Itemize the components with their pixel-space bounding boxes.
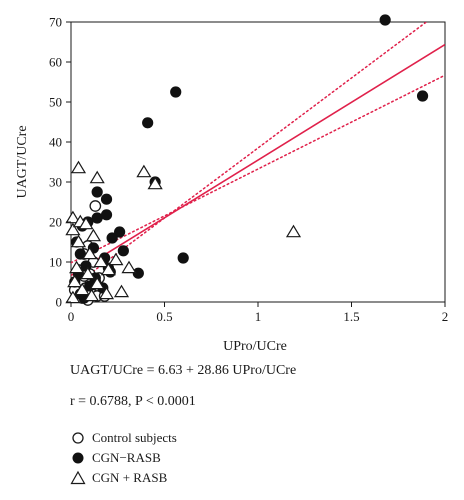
data-point-cgn-plus-rasb	[65, 222, 81, 236]
data-point-cgn-plus-rasb	[113, 284, 130, 298]
data-point-cgn-minus-rasb	[379, 14, 391, 26]
plot-frame	[70, 21, 446, 303]
data-point-cgn-minus-rasb	[142, 117, 154, 129]
legend-label-cgn-minus-rasb: CGN−RASB	[92, 450, 161, 465]
x-tick-label: 2	[442, 309, 449, 324]
data-point-cgn-plus-rasb	[78, 216, 94, 230]
y-tick-label: 10	[49, 255, 62, 270]
y-tick-label: 50	[49, 95, 62, 110]
data-point-cgn-minus-rasb	[132, 267, 144, 279]
legend-item-control: Control subjects	[70, 428, 177, 448]
y-tick-label: 30	[49, 175, 62, 190]
data-point-cgn-minus-rasb	[91, 186, 103, 198]
open-circle-icon	[70, 430, 92, 446]
data-point-cgn-plus-rasb	[121, 260, 137, 274]
data-point-cgn-minus-rasb	[114, 226, 126, 238]
open-triangle-icon	[70, 470, 92, 486]
data-point-cgn-plus-rasb	[84, 288, 100, 302]
data-point-cgn-minus-rasb	[117, 245, 129, 257]
data-point-cgn-plus-rasb	[69, 260, 85, 274]
data-point-cgn-plus-rasb	[67, 274, 83, 288]
data-point-cgn-minus-rasb	[170, 86, 182, 98]
x-tick-label: 1.5	[343, 309, 359, 324]
legend-item-cgn-plus-rasb: CGN + RASB	[70, 468, 177, 488]
legend-label-cgn-plus-rasb: CGN + RASB	[92, 470, 168, 485]
confidence-band-lower	[71, 74, 445, 264]
data-point-cgn-minus-rasb	[74, 248, 86, 260]
data-point-cgn-minus-rasb	[100, 209, 113, 221]
data-point-cgn-plus-rasb	[74, 282, 90, 296]
y-tick-label: 20	[49, 215, 62, 230]
data-point-cgn-minus-rasb	[416, 90, 429, 102]
x-tick-label: 0.5	[156, 309, 172, 324]
data-point-cgn-plus-rasb	[70, 234, 87, 248]
x-tick-label: 0	[68, 309, 75, 324]
data-point-cgn-plus-rasb	[70, 160, 87, 174]
data-point-cgn-plus-rasb	[98, 286, 115, 300]
data-point-cgn-plus-rasb	[65, 290, 81, 304]
x-axis-title: UPro/UCre	[223, 339, 287, 354]
y-tick-label: 60	[49, 55, 62, 70]
legend-item-cgn-minus-rasb: CGN−RASB	[70, 448, 177, 468]
data-point-cgn-plus-rasb	[136, 164, 152, 178]
data-point-cgn-plus-rasb	[108, 252, 124, 266]
data-point-cgn-plus-rasb	[85, 228, 102, 242]
data-point-cgn-plus-rasb	[147, 176, 163, 190]
data-point-cgn-plus-rasb	[89, 276, 105, 290]
legend-label-control: Control subjects	[92, 430, 177, 445]
y-axis-title: UAGT/UCre	[15, 125, 30, 198]
legend: Control subjects CGN−RASB CGN + RASB	[70, 428, 177, 488]
data-point-cgn-plus-rasb	[93, 254, 109, 268]
data-point-cgn-plus-rasb	[80, 266, 96, 280]
data-point-cgn-plus-rasb	[89, 170, 105, 184]
data-point-cgn-plus-rasb	[100, 262, 116, 276]
y-tick-label: 0	[56, 295, 63, 310]
x-tick-label: 1	[255, 309, 262, 324]
data-point-cgn-plus-rasb	[82, 246, 98, 260]
y-tick-label: 70	[49, 15, 62, 30]
data-point-cgn-plus-rasb	[285, 224, 302, 238]
regression-stats: r = 0.6788, P < 0.0001	[70, 394, 196, 409]
filled-circle-icon	[70, 450, 92, 466]
data-point-cgn-minus-rasb	[177, 252, 189, 264]
data-point-cgn-minus-rasb	[106, 232, 118, 244]
y-tick-label: 40	[49, 135, 62, 150]
regression-equation: UAGT/UCre = 6.63 + 28.86 UPro/UCre	[70, 363, 297, 378]
data-point-cgn-minus-rasb	[100, 193, 113, 205]
regression-line	[71, 43, 445, 277]
data-point-cgn-minus-rasb	[91, 212, 103, 224]
data-point-control	[89, 200, 102, 212]
scatter-plot: 0 0.5 1 1.5 2010203040506070UPro/UCreUAGT/UC…	[15, 14, 449, 354]
confidence-band-upper	[71, 22, 428, 289]
